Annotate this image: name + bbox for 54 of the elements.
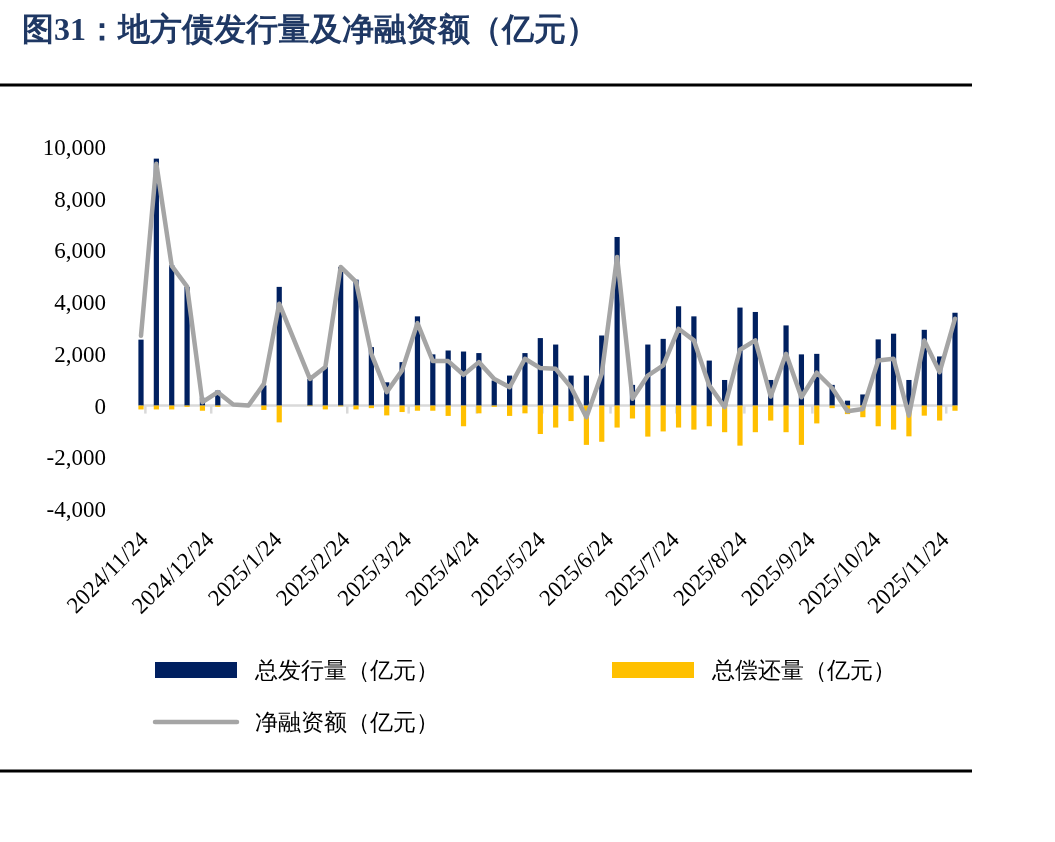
bar (568, 405, 574, 422)
legend-label: 总发行量（亿元） (254, 658, 439, 683)
y-tick-label: 2,000 (54, 341, 106, 367)
bar (752, 405, 758, 433)
y-tick-label: 8,000 (54, 186, 106, 212)
bar (875, 405, 881, 427)
bar (614, 405, 620, 428)
bar (675, 405, 682, 428)
bar (353, 279, 359, 406)
bar (307, 378, 313, 406)
bar (553, 405, 559, 428)
bar (276, 405, 282, 423)
bar (583, 375, 589, 406)
bar (921, 405, 927, 416)
bar (952, 405, 958, 411)
bar (737, 405, 743, 446)
bar (798, 405, 805, 445)
bar (138, 339, 144, 406)
bar (645, 405, 651, 437)
bar (138, 405, 144, 410)
y-tick-label: 10,000 (42, 135, 106, 160)
bar (414, 405, 421, 411)
y-tick-label: -2,000 (46, 445, 106, 471)
bar (445, 405, 451, 416)
bar (660, 405, 666, 432)
chart-title: 图31：地方债发行量及净融资额（亿元） (22, 11, 598, 47)
y-tick-label: -4,000 (46, 497, 106, 522)
bar (768, 405, 774, 421)
bar (460, 405, 467, 427)
bar (169, 265, 175, 406)
bar (599, 405, 605, 442)
bar (199, 405, 206, 411)
bar (937, 405, 943, 421)
bar (629, 405, 636, 419)
bar (890, 405, 897, 430)
bar (491, 380, 497, 406)
bar (814, 405, 820, 424)
bar (522, 405, 528, 414)
legend-label: 总偿还量（亿元） (711, 658, 896, 683)
bar (322, 367, 328, 406)
bar (399, 405, 405, 413)
y-tick-label: 4,000 (54, 290, 106, 316)
bar (706, 405, 712, 427)
y-tick-label: 0 (94, 393, 106, 419)
y-tick-label: 6,000 (54, 238, 106, 264)
bar (783, 405, 789, 433)
bar (430, 405, 436, 411)
bar (691, 405, 697, 430)
line-series (138, 161, 958, 420)
bar (537, 405, 543, 435)
legend-label: 净融资额（亿元） (255, 710, 439, 735)
bar (507, 405, 513, 416)
bar (537, 338, 543, 406)
bar (353, 405, 359, 410)
